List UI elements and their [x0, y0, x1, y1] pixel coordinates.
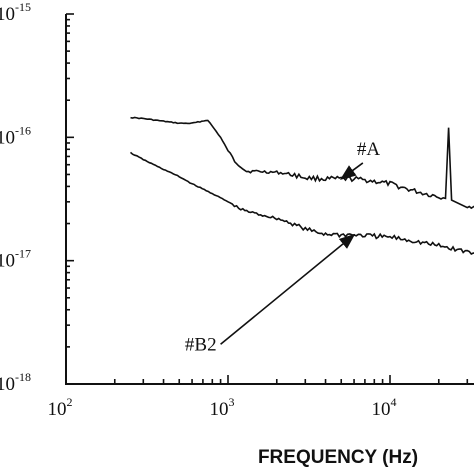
x-ticks: 102 103 104: [48, 375, 469, 420]
y-tick-label: 10-18: [0, 370, 31, 395]
x-tick-label: 102: [48, 395, 73, 420]
annotations: #A #B2: [185, 139, 380, 355]
annotation-label: #A: [357, 139, 381, 160]
series-line-2: [129, 151, 474, 255]
annotation-arrow: [339, 162, 364, 180]
x-axis-label: FREQUENCY (Hz): [258, 447, 418, 468]
series-line-1: [130, 116, 474, 210]
plot-area: 10-15 10-16 10-17 10-18 102 103 104 #A #B2: [0, 0, 474, 420]
annotation-arrow: [220, 233, 356, 345]
annotation-label: #B2: [185, 334, 217, 355]
y-tick-label: 10-16: [0, 123, 31, 148]
y-tick-label: 10-17: [0, 247, 31, 272]
x-tick-label: 104: [372, 395, 397, 420]
y-axis-line: [65, 14, 474, 385]
y-ticks: 10-15 10-16 10-17 10-18: [0, 0, 74, 395]
x-tick-label: 103: [210, 395, 235, 420]
series-group: [129, 116, 474, 255]
y-tick-label: 10-15: [0, 0, 31, 25]
